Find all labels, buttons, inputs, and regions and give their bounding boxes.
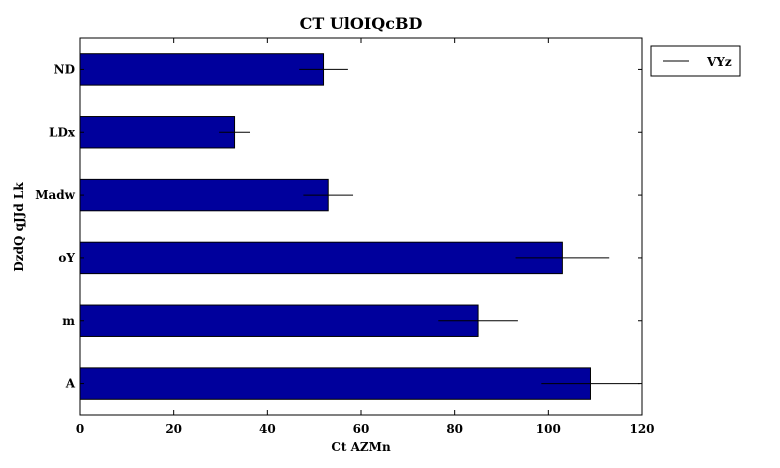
y-tick-label: m	[62, 314, 75, 328]
y-tick-label: LDx	[49, 125, 76, 139]
y-axis-label: DzdQ qJJd Lk	[12, 182, 26, 272]
bar-m	[79, 304, 479, 337]
y-tick-label: ND	[54, 62, 75, 76]
x-tick-label: 60	[353, 422, 370, 436]
chart-title: CT UlOIQcBD	[300, 14, 423, 33]
plot-frame	[79, 37, 643, 416]
bar-ND	[79, 53, 325, 86]
y-tick-label: A	[65, 377, 76, 391]
bar-Madw	[79, 178, 329, 212]
x-axis-label: Ct AZMn	[331, 440, 391, 454]
legend-label: VYz	[706, 55, 732, 69]
x-tick-label: 0	[76, 422, 84, 436]
x-tick-label: 100	[536, 422, 561, 436]
x-tick-label: 40	[259, 422, 276, 436]
bar-oY	[79, 241, 563, 275]
bar-LDx	[79, 116, 236, 149]
plot-area: 0 20 40 60 80 100 120 Am oY Madw LDx ND	[35, 37, 655, 436]
y-tick-label: oY	[58, 251, 75, 265]
x-tick-label: 80	[446, 422, 463, 436]
legend: VYz	[650, 45, 741, 77]
x-tick-label: 20	[165, 422, 182, 436]
x-tick-label: 120	[629, 422, 654, 436]
y-tick-label: Madw	[35, 188, 75, 202]
bar-A	[79, 367, 591, 400]
